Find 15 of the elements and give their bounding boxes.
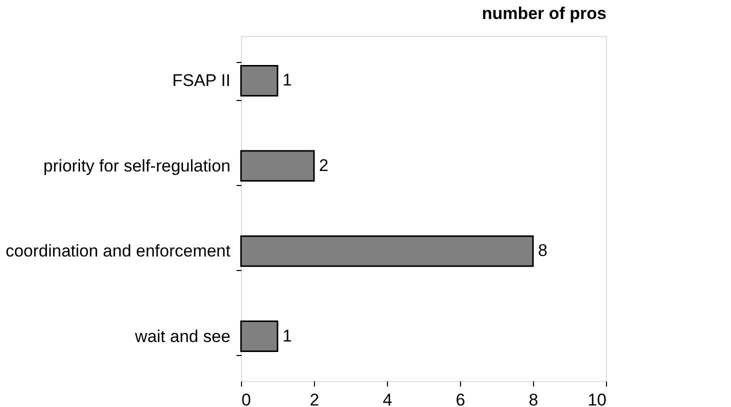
x-tick-label: 0 [242,390,251,407]
x-tick-label: 8 [528,390,538,407]
data-label: 1 [282,326,292,346]
chart-title: number of pros [482,4,606,23]
data-label: 8 [538,241,548,260]
y-tick-label: wait and see [134,326,230,346]
y-tick-label: priority for self-regulation [43,156,230,176]
data-label: 1 [282,70,292,90]
y-tick-label: FSAP II [172,71,230,90]
x-tick-label: 4 [382,390,392,407]
data-label: 2 [319,156,328,175]
y-tick-label: coordination and enforcement [6,242,231,261]
x-tick-label: 2 [310,390,320,407]
x-tick-label: 10 [588,390,606,407]
x-tick-label: 6 [456,390,466,407]
